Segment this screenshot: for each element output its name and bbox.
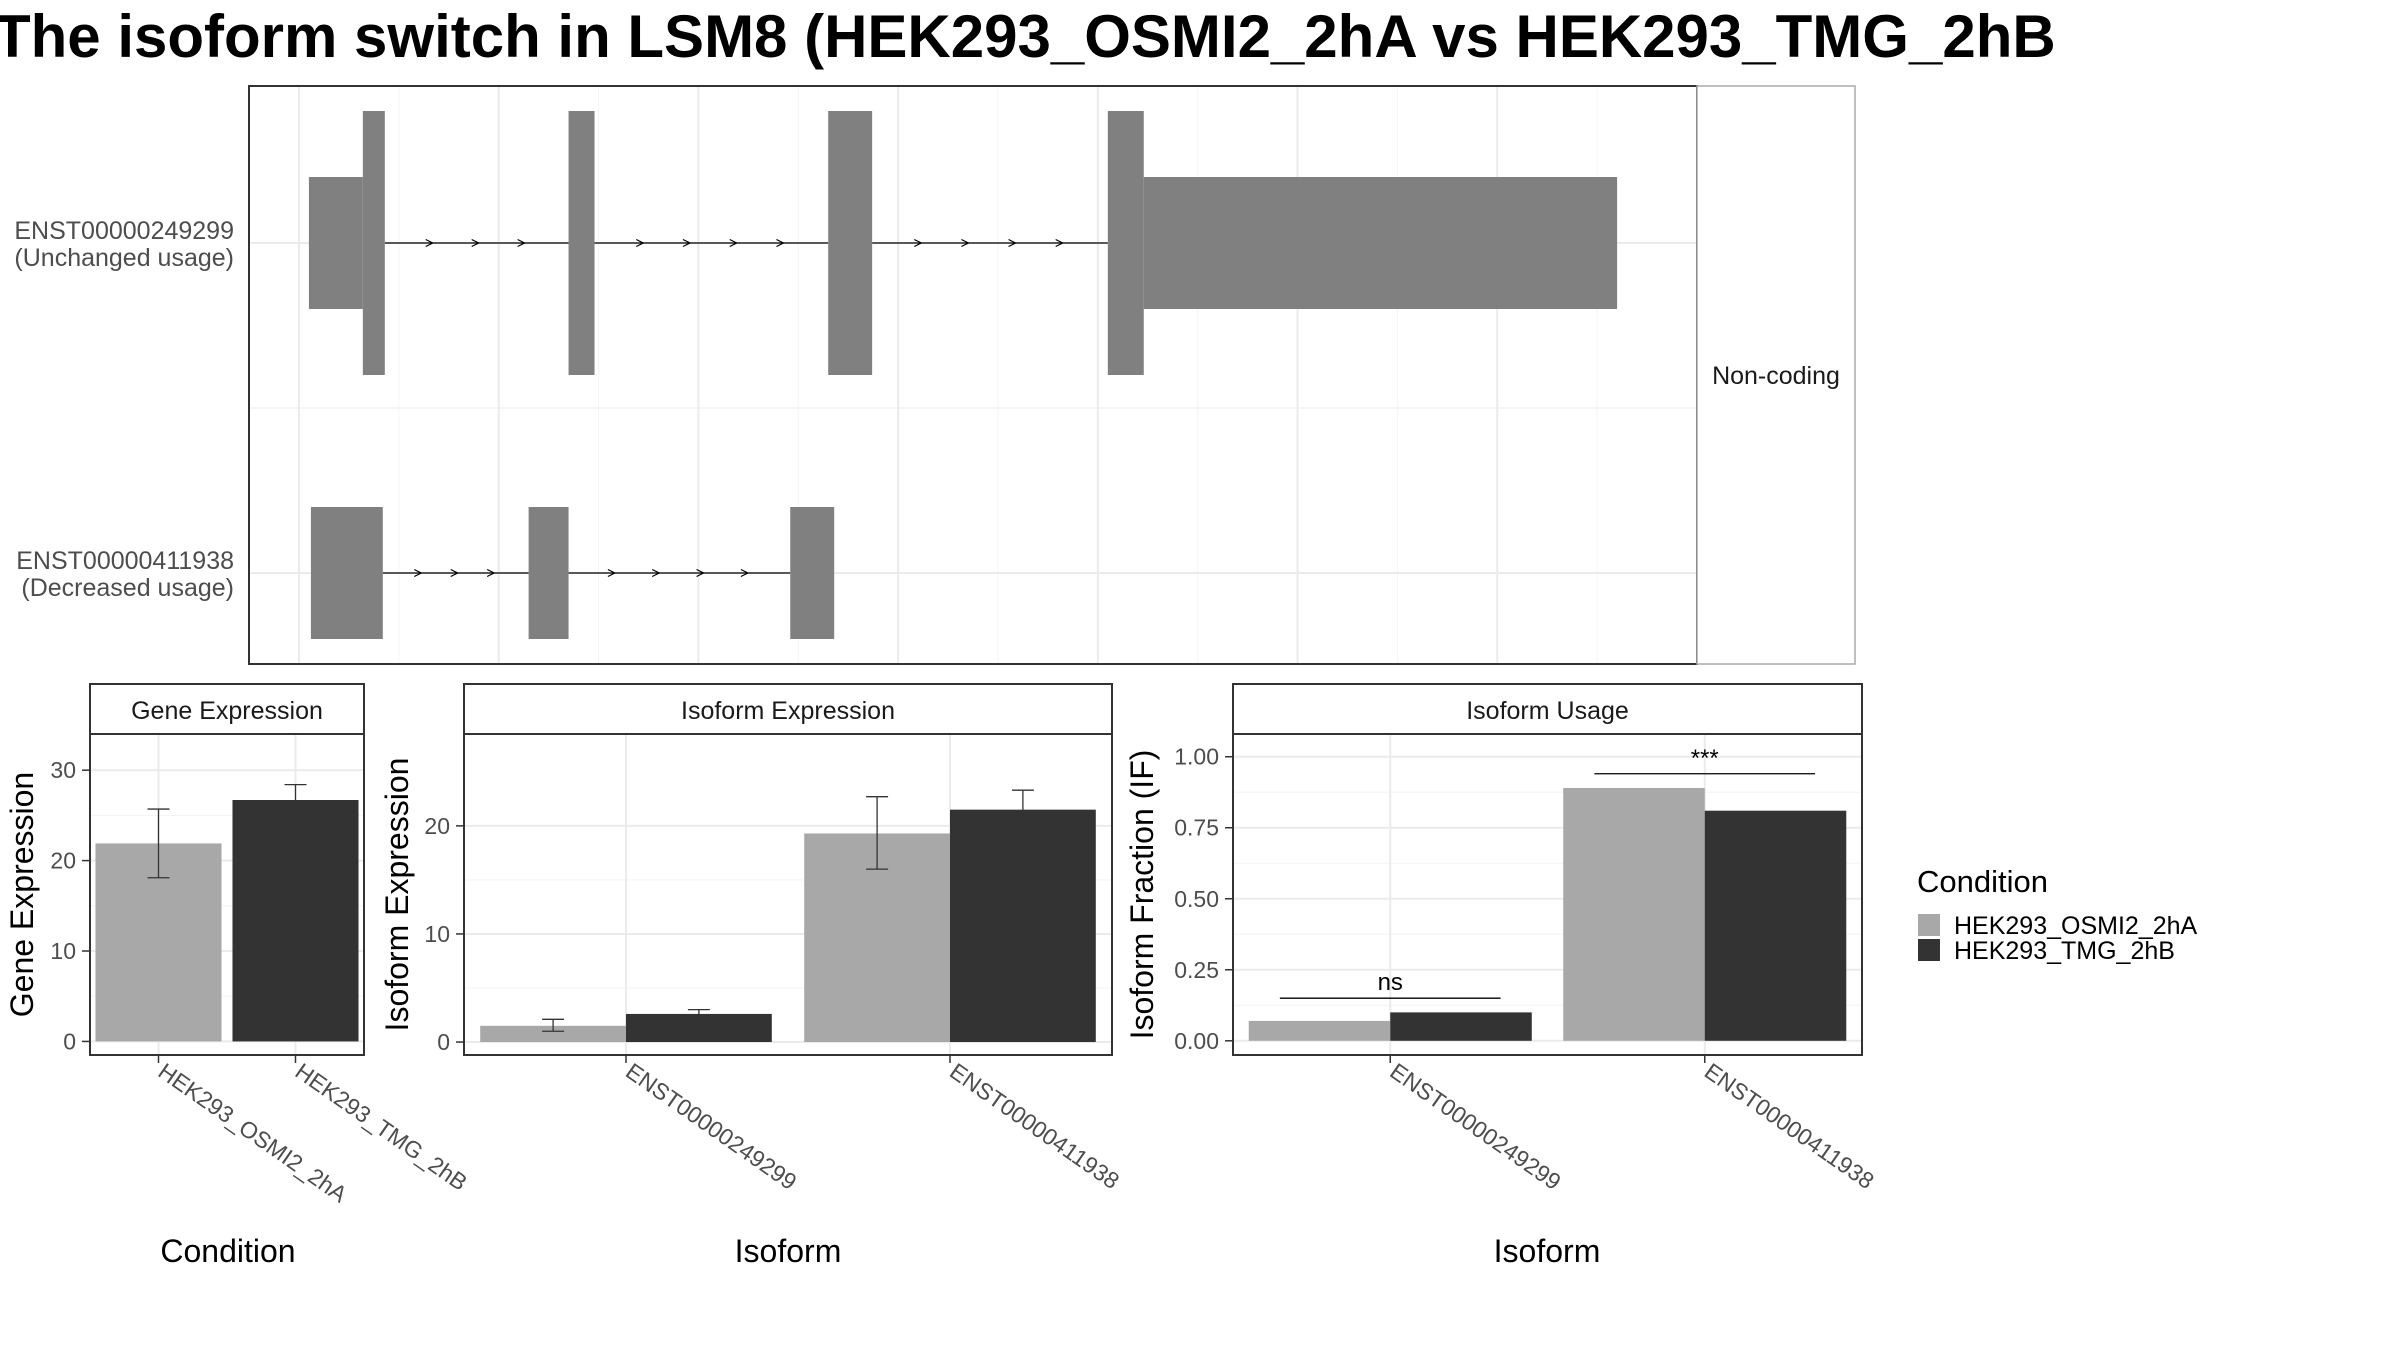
transcript-id-label: ENST00000411938 [16, 547, 234, 575]
intron-arrow-icon [740, 568, 750, 578]
legend-label-condition-b: HEK293_TMG_2hB [1954, 937, 2175, 965]
facet-strip-label: Isoform Expression [681, 697, 895, 725]
bar [1390, 1012, 1532, 1041]
intron-arrow-icon [1008, 238, 1017, 248]
intron-arrow-icon [517, 238, 526, 248]
intron-arrow-icon [450, 568, 460, 578]
transcript-id-label: ENST00000249299 [14, 217, 234, 245]
y-tick-label: 0.50 [1174, 886, 1219, 912]
significance-label: *** [1691, 745, 1719, 772]
facet-strip [89, 683, 365, 735]
bar [950, 809, 1096, 1043]
intron-arrow-icon [696, 568, 705, 578]
figure-title: The isoform switch in LSM8 (HEK293_OSMI2… [0, 3, 2056, 70]
intron-arrow-icon [607, 568, 617, 578]
y-tick-label: 1.00 [1174, 744, 1219, 770]
bar [626, 1013, 772, 1043]
facet-strip [1232, 683, 1863, 735]
bar [232, 800, 359, 1042]
isoform-usage-panel: ns *** Isoform Usage 0.00 0.25 0.50 0.75 1.00 EN… [1124, 683, 1879, 1269]
legend-key-condition-a [1918, 914, 1940, 936]
x-tick-label: ENST00000411938 [1700, 1058, 1879, 1194]
exon-block [1107, 111, 1144, 375]
intron-arrow-icon [776, 238, 785, 248]
y-axis-title: Isoform Fraction (IF) [1124, 750, 1160, 1040]
exon-block [310, 507, 383, 639]
intron-arrow-icon [471, 238, 481, 248]
exon-block [1143, 177, 1618, 309]
side-strip-label: Non-coding [1712, 362, 1840, 390]
legend-key-condition-b [1918, 939, 1940, 961]
exon-block [528, 507, 569, 639]
bar [480, 1025, 626, 1043]
y-tick-label: 30 [50, 757, 76, 783]
x-tick-label: ENST00000249299 [621, 1058, 801, 1195]
intron-arrow-icon [425, 238, 435, 248]
exon-block [308, 177, 363, 309]
intron-arrow-icon [413, 568, 423, 578]
x-tick-label: ENST00000411938 [945, 1058, 1124, 1194]
facet-strip-label: Isoform Usage [1466, 697, 1629, 725]
y-tick-label: 0.75 [1174, 815, 1219, 841]
intron-arrow-icon [729, 238, 739, 248]
x-tick-label: ENST00000249299 [1385, 1058, 1565, 1195]
facet-strip [463, 683, 1113, 735]
legend-title: Condition [1917, 864, 2048, 899]
transcript-panel-background [249, 86, 1697, 664]
intron-arrow-icon [914, 238, 923, 248]
y-tick-label: 20 [424, 813, 450, 839]
side-strip-box [1696, 85, 1856, 665]
x-axis-title: Condition [160, 1233, 295, 1269]
legend-label-condition-a: HEK293_OSMI2_2hA [1954, 912, 2198, 940]
y-tick-label: 0.25 [1174, 957, 1219, 983]
intron-arrow-icon [961, 238, 970, 248]
y-tick-label: 20 [50, 848, 76, 874]
y-axis-title: Isoform Expression [379, 758, 415, 1032]
y-tick-label: 0.00 [1174, 1028, 1219, 1054]
bar [1563, 787, 1705, 1041]
y-tick-label: 10 [424, 921, 450, 947]
intron-arrow-icon [651, 568, 661, 578]
intron-arrow-icon [1055, 238, 1065, 248]
transcript-structure-panel: ENST00000249299(Unchanged usage) ENST0000… [14, 85, 1856, 665]
y-tick-label: 0 [63, 1028, 76, 1054]
y-tick-label: 0 [437, 1029, 450, 1055]
x-axis-title: Isoform [735, 1233, 842, 1269]
y-tick-label: 10 [50, 938, 76, 964]
y-axis-title: Gene Expression [4, 772, 40, 1017]
intron-arrow-icon [486, 568, 496, 578]
transcript-usage-label: (Unchanged usage) [14, 244, 234, 272]
intron-arrow-icon [682, 238, 692, 248]
bar [1248, 1020, 1391, 1041]
significance-label: ns [1378, 969, 1403, 996]
exon-block [828, 111, 873, 375]
exon-block [362, 111, 385, 375]
isoform-expression-panel: Isoform Expression 0 10 20 ENST00000249299 EN… [379, 683, 1124, 1269]
x-axis-title: Isoform [1494, 1233, 1601, 1269]
bar [1704, 810, 1847, 1041]
exon-block [790, 507, 835, 639]
condition-legend: Condition HEK293_OSMI2_2hA HEK293_TMG_2h… [1917, 864, 2198, 965]
exon-block [568, 111, 595, 375]
intron-arrow-icon [635, 238, 645, 248]
facet-strip-label: Gene Expression [131, 697, 323, 725]
transcript-usage-label: (Decreased usage) [21, 574, 234, 602]
